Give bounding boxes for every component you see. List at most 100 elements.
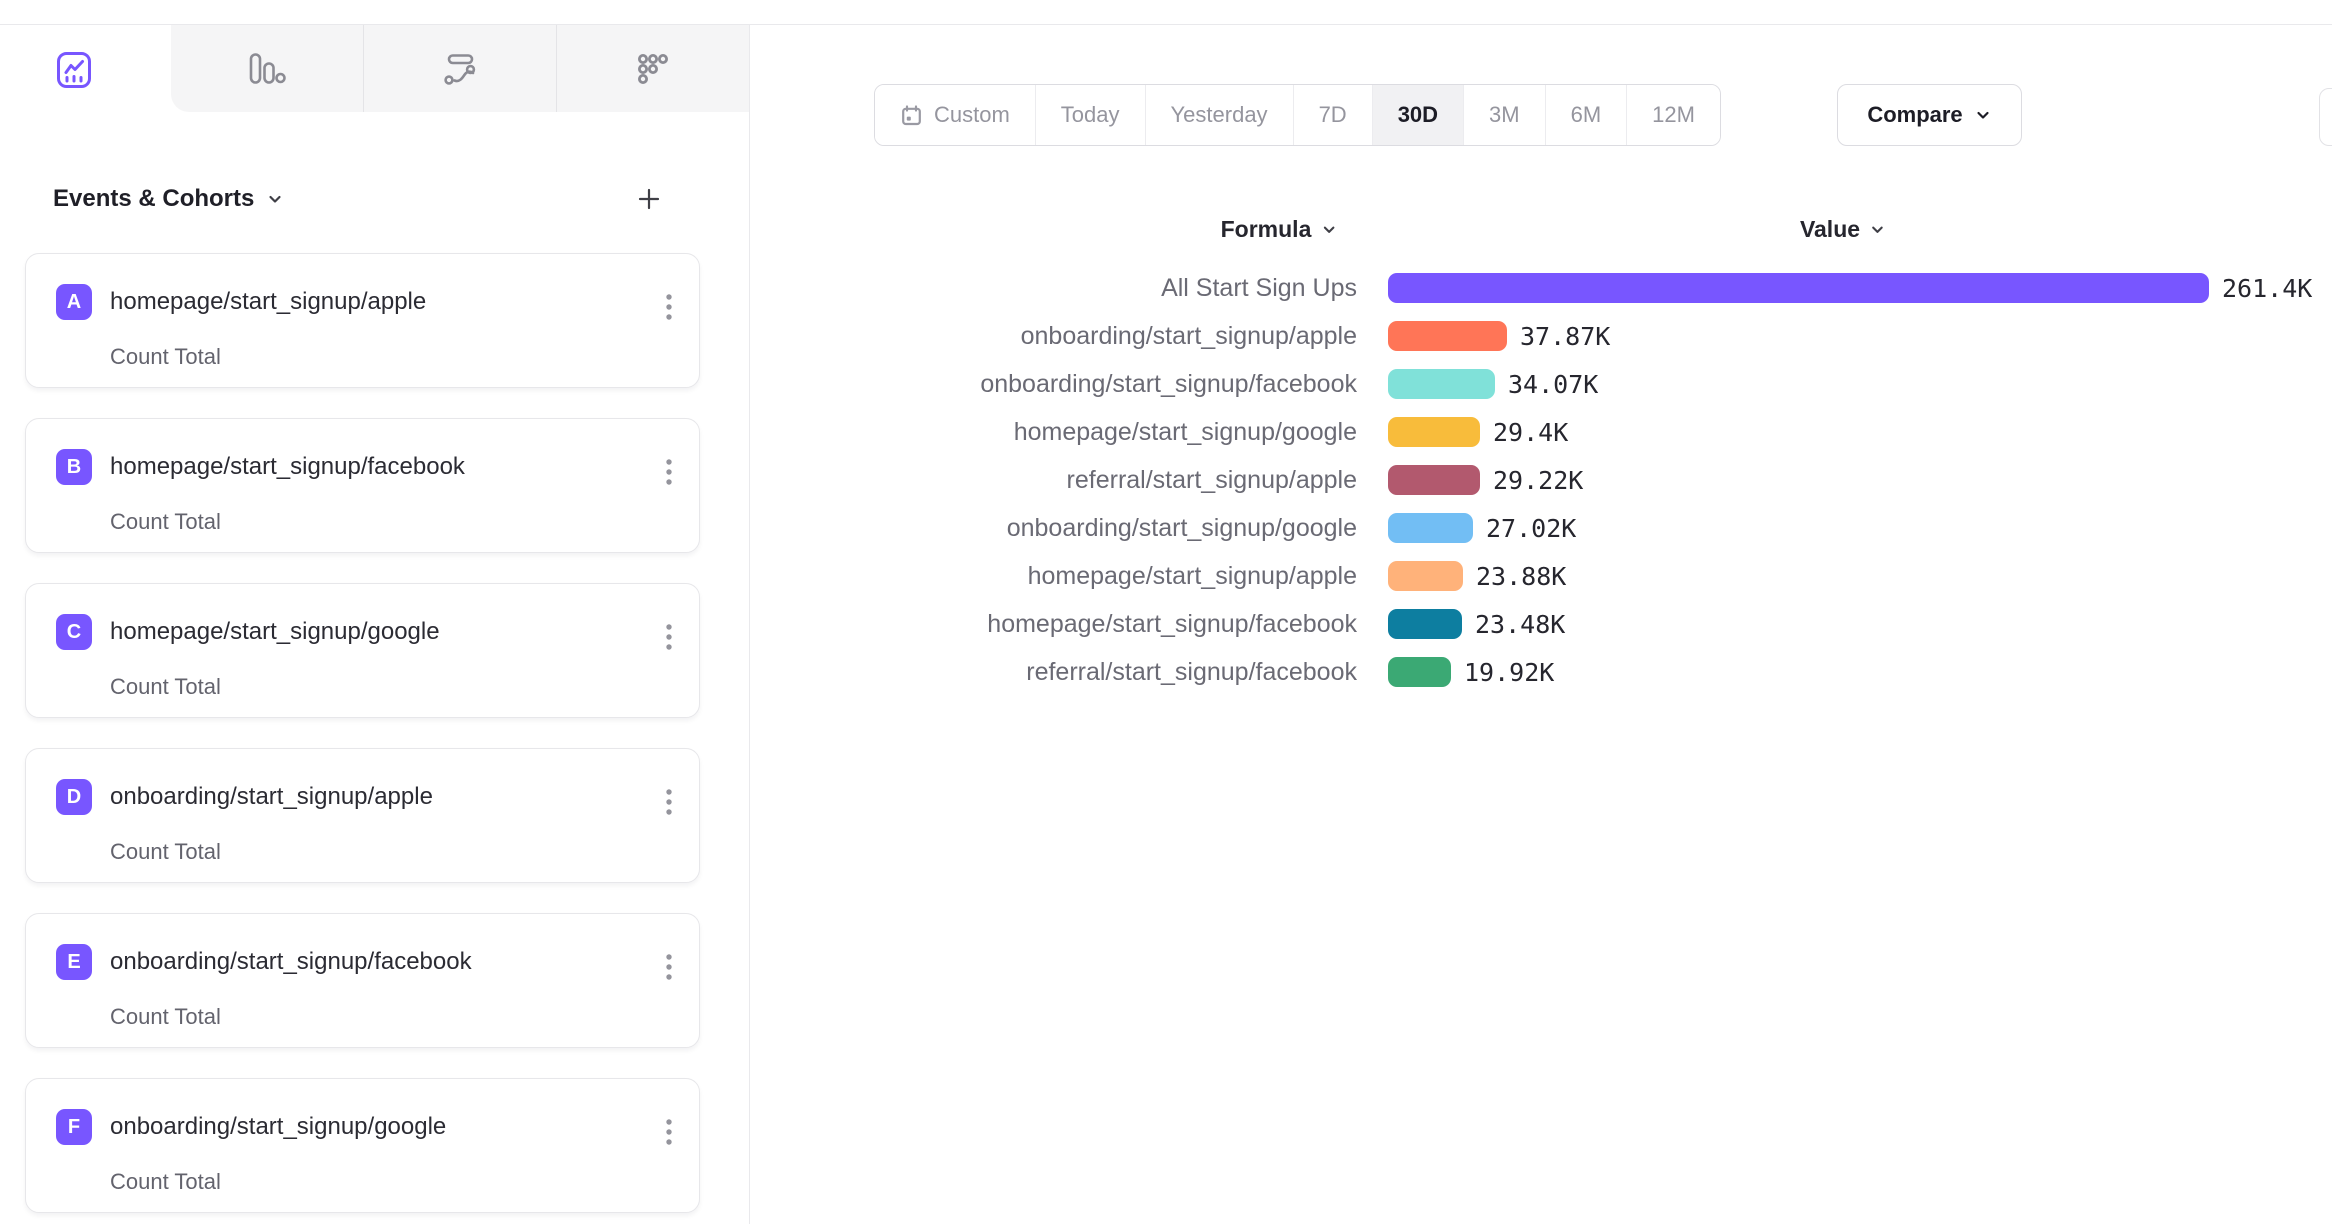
- date-range-label: 30D: [1397, 102, 1439, 127]
- tab-flows[interactable]: [363, 25, 556, 112]
- date-range-label: 3M: [1489, 102, 1520, 127]
- event-options-button[interactable]: [661, 288, 677, 326]
- kebab-menu-icon: [666, 294, 672, 320]
- chart-bar[interactable]: [1388, 369, 1495, 399]
- bar-funnel-icon: [249, 52, 286, 84]
- line-chart-icon: [57, 52, 91, 88]
- date-range-label: 7D: [1318, 102, 1347, 127]
- event-card[interactable]: A homepage/start_signup/apple Count Tota…: [25, 253, 700, 388]
- chart-row-label: onboarding/start_signup/apple: [1020, 321, 1357, 350]
- value-header-label: Value: [1799, 215, 1861, 242]
- chart-bar[interactable]: [1388, 273, 2209, 303]
- date-range-selector: Custom Today Yesterday 7D 30D 3M 6M 12M: [874, 84, 1721, 146]
- bar-chart: All Start Sign Ups 261.4K onboarding/sta…: [874, 264, 2324, 696]
- event-card-list: A homepage/start_signup/apple Count Tota…: [25, 253, 700, 1224]
- chevron-down-icon: [1872, 226, 1883, 233]
- date-range-option[interactable]: 6M: [1544, 85, 1627, 145]
- event-card[interactable]: B homepage/start_signup/facebook Count T…: [25, 418, 700, 553]
- date-range-option[interactable]: 30D: [1371, 85, 1464, 145]
- event-card-row: B homepage/start_signup/facebook: [56, 449, 675, 485]
- date-range-option[interactable]: 3M: [1463, 85, 1545, 145]
- chart-row: onboarding/start_signup/apple 37.87K: [874, 312, 2324, 360]
- event-metric: Count Total: [110, 839, 221, 864]
- event-metric: Count Total: [110, 1004, 221, 1029]
- chart-row: All Start Sign Ups 261.4K: [874, 264, 2324, 312]
- chart-bar[interactable]: [1388, 321, 1507, 351]
- event-card[interactable]: D onboarding/start_signup/apple Count To…: [25, 748, 700, 883]
- compare-label: Compare: [1867, 102, 1963, 127]
- date-range-option[interactable]: Today: [1034, 85, 1145, 145]
- chart-row-label: homepage/start_signup/apple: [1027, 561, 1357, 590]
- tab-insights[interactable]: [54, 50, 94, 90]
- top-border-strip: [0, 0, 2332, 25]
- event-metric: Count Total: [110, 509, 221, 534]
- chart-bar-value: 23.48K: [1475, 609, 1566, 639]
- date-range-label: Today: [1060, 102, 1120, 127]
- kebab-menu-icon: [666, 624, 672, 650]
- value-column-header[interactable]: Value: [1800, 211, 1886, 247]
- event-options-button[interactable]: [661, 453, 677, 491]
- event-card-row: A homepage/start_signup/apple: [56, 284, 675, 320]
- chart-row-label: onboarding/start_signup/google: [1006, 513, 1357, 542]
- date-range-label: 12M: [1652, 102, 1695, 127]
- chart-row-label: homepage/start_signup/google: [1013, 417, 1357, 446]
- event-name: homepage/start_signup/facebook: [110, 453, 465, 480]
- chart-bar[interactable]: [1388, 657, 1451, 687]
- event-name: onboarding/start_signup/google: [110, 1113, 447, 1140]
- event-options-button[interactable]: [661, 618, 677, 656]
- event-letter-badge: B: [56, 449, 92, 485]
- chart-bar[interactable]: [1388, 513, 1473, 543]
- tab-funnels[interactable]: [171, 25, 363, 112]
- dots-grid-icon: [638, 53, 668, 84]
- event-options-button[interactable]: [661, 1113, 677, 1151]
- event-card-row: D onboarding/start_signup/apple: [56, 779, 675, 815]
- event-card[interactable]: F onboarding/start_signup/google Count T…: [25, 1078, 700, 1213]
- date-range-option[interactable]: 12M: [1626, 85, 1720, 145]
- chart-bar-value: 34.07K: [1508, 369, 1599, 399]
- chevron-down-icon: [1977, 111, 1989, 119]
- chart-bar-value: 23.88K: [1476, 561, 1567, 591]
- chart-row-label: referral/start_signup/facebook: [1026, 657, 1357, 686]
- event-metric: Count Total: [110, 1169, 221, 1194]
- chevron-down-icon: [1323, 226, 1335, 233]
- date-range-option[interactable]: Custom: [875, 85, 1035, 145]
- date-range-option[interactable]: 7D: [1292, 85, 1372, 145]
- event-metric: Count Total: [110, 674, 221, 699]
- clipped-edge-button[interactable]: [2319, 88, 2332, 146]
- events-cohorts-dropdown[interactable]: Events & Cohorts: [53, 185, 285, 213]
- chart-bar[interactable]: [1388, 561, 1463, 591]
- event-letter-badge: A: [56, 284, 92, 320]
- event-name: onboarding/start_signup/apple: [110, 783, 433, 810]
- chart-bar[interactable]: [1388, 609, 1462, 639]
- chart-bar[interactable]: [1388, 465, 1480, 495]
- chart-bar-value: 29.22K: [1493, 465, 1584, 495]
- add-event-button[interactable]: [633, 183, 665, 215]
- event-card-row: F onboarding/start_signup/google: [56, 1109, 675, 1145]
- chart-row: referral/start_signup/apple 29.22K: [874, 456, 2324, 504]
- kebab-menu-icon: [666, 1119, 672, 1145]
- event-name: homepage/start_signup/apple: [110, 288, 427, 315]
- chart-bar-value: 37.87K: [1520, 321, 1611, 351]
- chart-row-label: homepage/start_signup/facebook: [987, 609, 1357, 638]
- chart-bar-value: 261.4K: [2222, 273, 2313, 303]
- chart-row-label: onboarding/start_signup/facebook: [980, 369, 1357, 398]
- event-letter-badge: D: [56, 779, 92, 815]
- tab-retention[interactable]: [556, 25, 749, 112]
- sidebar-header: Events & Cohorts: [53, 183, 665, 215]
- chart-bar[interactable]: [1388, 417, 1480, 447]
- formula-column-header[interactable]: Formula: [1221, 211, 1338, 247]
- event-options-button[interactable]: [661, 948, 677, 986]
- event-name: onboarding/start_signup/facebook: [110, 948, 472, 975]
- date-range-label: Custom: [934, 102, 1010, 127]
- event-card[interactable]: E onboarding/start_signup/facebook Count…: [25, 913, 700, 1048]
- compare-button[interactable]: Compare: [1837, 84, 2022, 146]
- kebab-menu-icon: [666, 459, 672, 485]
- event-letter-badge: F: [56, 1109, 92, 1145]
- event-card[interactable]: C homepage/start_signup/google Count Tot…: [25, 583, 700, 718]
- chart-bar-value: 27.02K: [1486, 513, 1577, 543]
- event-card-row: E onboarding/start_signup/facebook: [56, 944, 675, 980]
- date-range-option[interactable]: Yesterday: [1144, 85, 1293, 145]
- event-options-button[interactable]: [661, 783, 677, 821]
- chart-row: homepage/start_signup/apple 23.88K: [874, 552, 2324, 600]
- chart-row: referral/start_signup/facebook 19.92K: [874, 648, 2324, 696]
